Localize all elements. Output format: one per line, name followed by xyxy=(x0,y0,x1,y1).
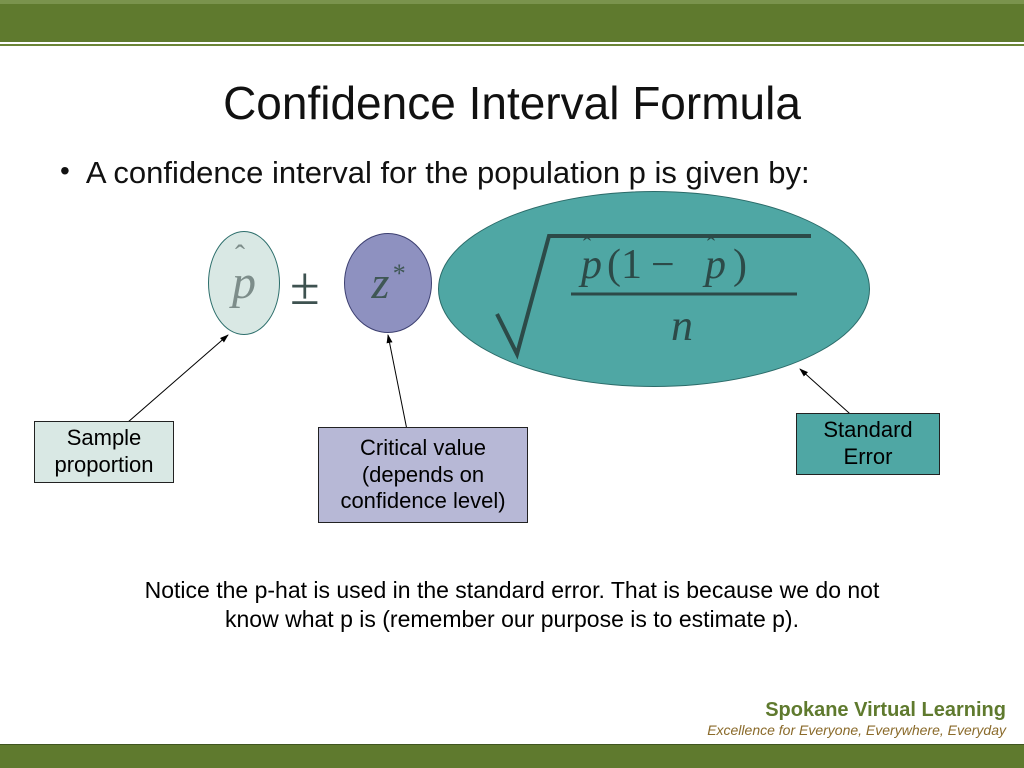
slide-title: Confidence Interval Formula xyxy=(60,76,964,130)
label-phat: Sample proportion xyxy=(34,421,174,483)
slide: Confidence Interval Formula • A confiden… xyxy=(0,0,1024,768)
formula-stage: ˆ p ± z* p xyxy=(60,197,964,567)
brand-line2: Excellence for Everyone, Everywhere, Eve… xyxy=(707,722,1006,738)
topbar xyxy=(0,0,1024,42)
topbar-rule xyxy=(0,44,1024,46)
content-area: Confidence Interval Formula • A confiden… xyxy=(0,56,1024,744)
bullet-text: A confidence interval for the population… xyxy=(86,154,810,193)
brand-line1: Spokane Virtual Learning xyxy=(707,699,1006,722)
brand-block: Spokane Virtual Learning Excellence for … xyxy=(707,699,1006,738)
bullet-marker: • xyxy=(60,154,70,193)
bottombar xyxy=(0,744,1024,768)
footer-note: Notice the p-hat is used in the standard… xyxy=(0,576,1024,634)
label-se: Standard Error xyxy=(796,413,940,475)
label-z: Critical value (depends on confidence le… xyxy=(318,427,528,523)
bullet-row: • A confidence interval for the populati… xyxy=(60,154,964,193)
